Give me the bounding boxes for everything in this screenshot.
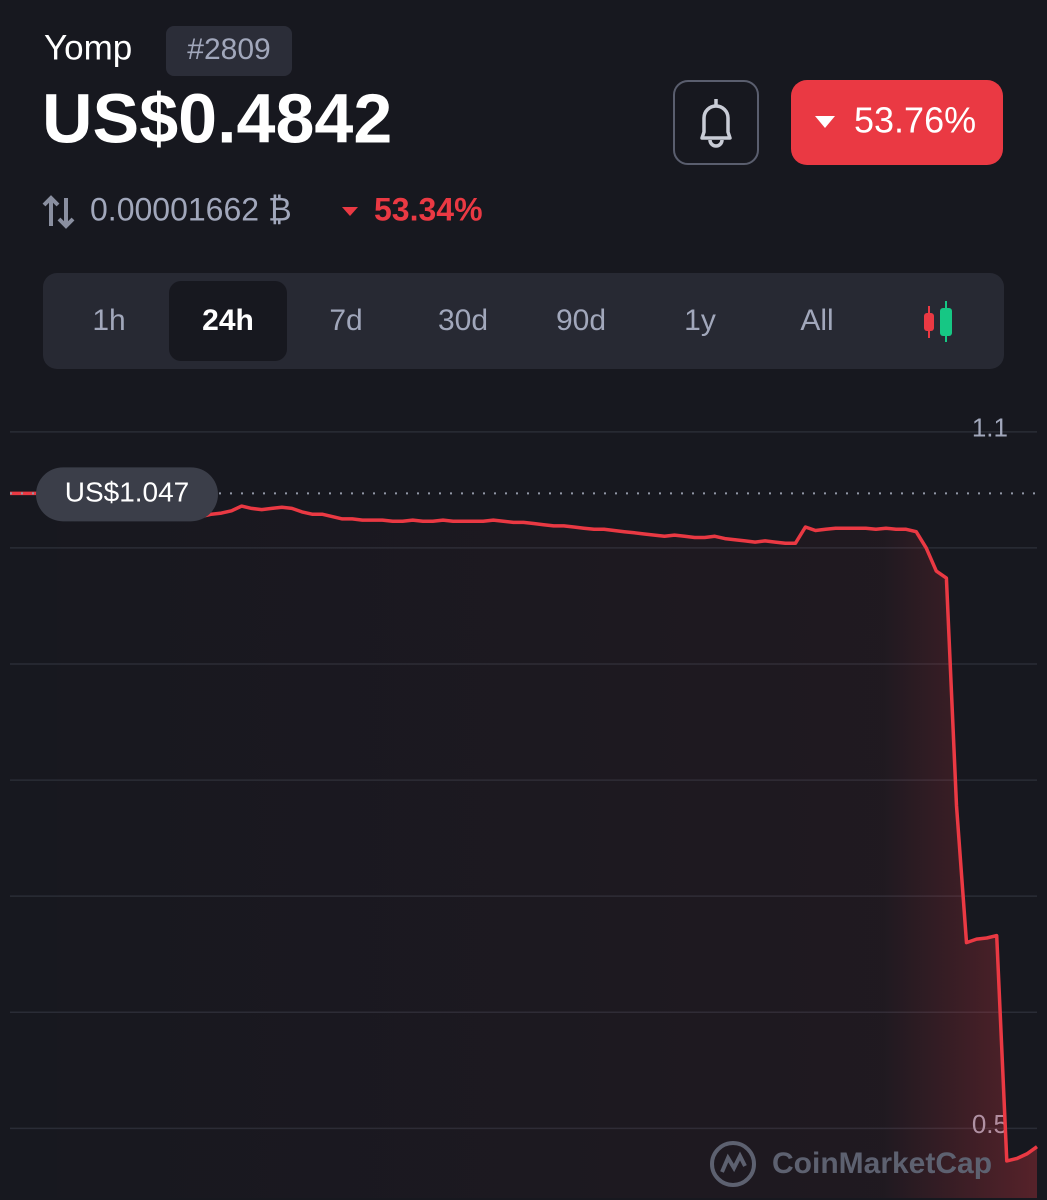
watermark-text: CoinMarketCap — [772, 1147, 992, 1180]
reference-label: US$1.047 — [65, 477, 190, 508]
swap-icon — [42, 195, 75, 229]
y-tick-label: 1.1 — [972, 413, 1008, 443]
rank-badge — [166, 26, 292, 76]
btc-price: 0.00001662 ₿ — [90, 191, 292, 227]
bell-icon[interactable] — [700, 104, 732, 148]
rank: #2809 — [187, 33, 270, 66]
time-tab[interactable]: 24h — [202, 304, 254, 337]
candle-toggle[interactable] — [924, 301, 952, 342]
btc-change: 53.34% — [374, 191, 483, 227]
time-tab[interactable]: All — [800, 304, 833, 337]
price: US$0.4842 — [42, 79, 392, 157]
active-tab[interactable] — [169, 281, 287, 361]
watermark-logo-mark — [720, 1151, 747, 1173]
time-tab[interactable]: 1y — [684, 304, 716, 337]
coin-name: Yomp — [44, 28, 132, 67]
time-tab[interactable]: 90d — [556, 304, 606, 337]
time-tab[interactable]: 1h — [92, 304, 125, 337]
reference-pill — [36, 467, 218, 522]
watermark-logo — [710, 1141, 756, 1187]
candle-body[interactable] — [940, 308, 952, 336]
candle-body[interactable] — [924, 313, 934, 331]
watermark: CoinMarketCap — [710, 1141, 992, 1187]
down-triangle — [815, 116, 835, 128]
btc-down-triangle — [342, 207, 358, 216]
time-tab[interactable]: 7d — [329, 304, 362, 337]
change-24h: 53.76% — [854, 100, 976, 141]
time-tab[interactable]: 30d — [438, 304, 488, 337]
change-badge — [791, 80, 1003, 165]
alert-button[interactable] — [673, 80, 759, 165]
alert-button-frame[interactable] — [673, 80, 759, 165]
price-area — [10, 493, 1037, 1198]
